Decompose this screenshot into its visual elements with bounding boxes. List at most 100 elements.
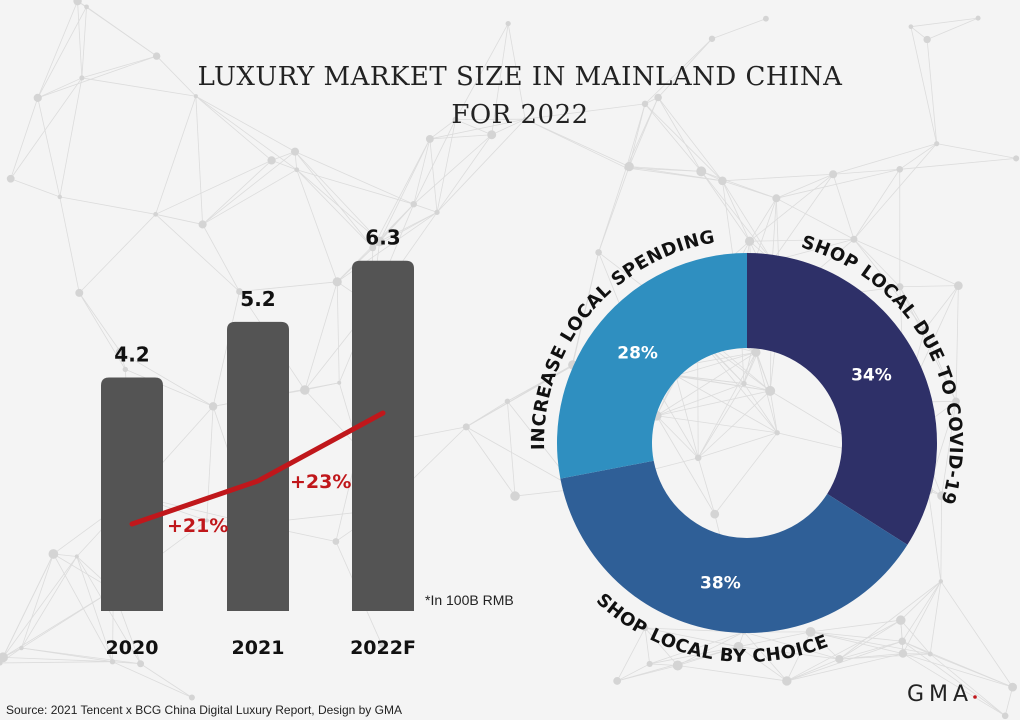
- network-line: [649, 631, 744, 665]
- network-node: [708, 35, 716, 42]
- network-line: [900, 619, 931, 655]
- network-line: [294, 151, 414, 205]
- network-line: [900, 620, 904, 654]
- network-line: [21, 589, 114, 649]
- network-line: [77, 1, 83, 78]
- network-node: [646, 660, 653, 667]
- network-line: [899, 143, 937, 170]
- network-line: [112, 661, 193, 698]
- network-node: [938, 579, 944, 584]
- network-node: [434, 209, 440, 215]
- network-node: [510, 491, 520, 501]
- network-line: [1004, 686, 1013, 716]
- network-line: [677, 665, 787, 682]
- network-line: [78, 292, 122, 353]
- network-line: [304, 382, 340, 391]
- network-line: [120, 351, 214, 407]
- network-line: [616, 627, 646, 682]
- network-node: [1001, 712, 1009, 720]
- network-line: [212, 291, 240, 407]
- network-line: [853, 143, 937, 240]
- growth-label-2021: +21%: [167, 515, 228, 537]
- network-line: [455, 23, 509, 120]
- donut-slice: [556, 253, 747, 479]
- network-line: [786, 658, 840, 682]
- network-line: [839, 619, 902, 660]
- network-line: [701, 171, 777, 199]
- network-line: [656, 415, 716, 515]
- network-node: [188, 694, 195, 701]
- network-line: [491, 118, 526, 136]
- network-line: [940, 581, 1013, 688]
- network-node: [641, 624, 649, 632]
- network-line: [776, 173, 834, 199]
- network-node: [84, 4, 89, 10]
- network-line: [697, 390, 771, 459]
- network-line: [902, 640, 1013, 688]
- network-node: [1008, 682, 1017, 692]
- network-line: [832, 174, 855, 240]
- network-line: [78, 292, 126, 370]
- network-line: [429, 134, 492, 140]
- network-node: [332, 538, 340, 545]
- network-line: [525, 103, 646, 120]
- network-line: [749, 173, 834, 242]
- network-line: [155, 214, 240, 292]
- network-line: [195, 95, 296, 152]
- network-line: [722, 173, 834, 182]
- network-node: [79, 75, 85, 81]
- x-tick-label: 2022F: [350, 637, 416, 659]
- network-line: [786, 640, 903, 682]
- network-line: [455, 119, 492, 136]
- network-line: [112, 661, 141, 665]
- network-node: [332, 277, 342, 287]
- network-line: [769, 390, 778, 433]
- network-line: [675, 375, 771, 392]
- network-line: [743, 631, 788, 682]
- network-line: [900, 581, 942, 621]
- network-node: [33, 93, 42, 102]
- network-line: [738, 646, 840, 660]
- network-line: [810, 631, 840, 660]
- network-node: [73, 0, 82, 6]
- network-line: [786, 619, 901, 682]
- network-line: [336, 281, 340, 383]
- network-node: [835, 655, 844, 664]
- donut-slice: [560, 460, 908, 633]
- network-line: [675, 375, 778, 434]
- network-line: [901, 581, 942, 642]
- network-line: [771, 174, 834, 262]
- network-line: [53, 553, 113, 662]
- network-line: [294, 151, 374, 249]
- network-line: [86, 6, 157, 57]
- network-node: [613, 677, 622, 685]
- network-node: [898, 649, 908, 658]
- network-node: [829, 170, 838, 179]
- network-line: [304, 389, 359, 448]
- network-node: [805, 626, 816, 637]
- network-line: [675, 375, 699, 458]
- network-line: [202, 160, 272, 225]
- network-line: [899, 158, 1017, 170]
- network-line: [465, 426, 516, 497]
- network-line: [0, 661, 113, 664]
- network-line: [155, 160, 272, 215]
- network-line: [37, 6, 87, 99]
- network-node: [954, 281, 963, 290]
- network-line: [786, 631, 811, 682]
- network-line: [926, 17, 979, 40]
- network-line: [771, 198, 777, 261]
- network-line: [195, 96, 203, 225]
- network-line: [810, 619, 901, 633]
- network-node: [236, 288, 243, 295]
- network-line: [372, 138, 431, 248]
- network-node: [850, 235, 858, 243]
- network-line: [436, 119, 456, 213]
- network-node: [718, 176, 727, 186]
- network-node: [208, 402, 218, 411]
- network-line: [743, 631, 840, 660]
- network-node: [908, 24, 914, 29]
- network-node: [898, 637, 906, 645]
- network-line: [839, 653, 903, 660]
- network-line: [902, 653, 1006, 717]
